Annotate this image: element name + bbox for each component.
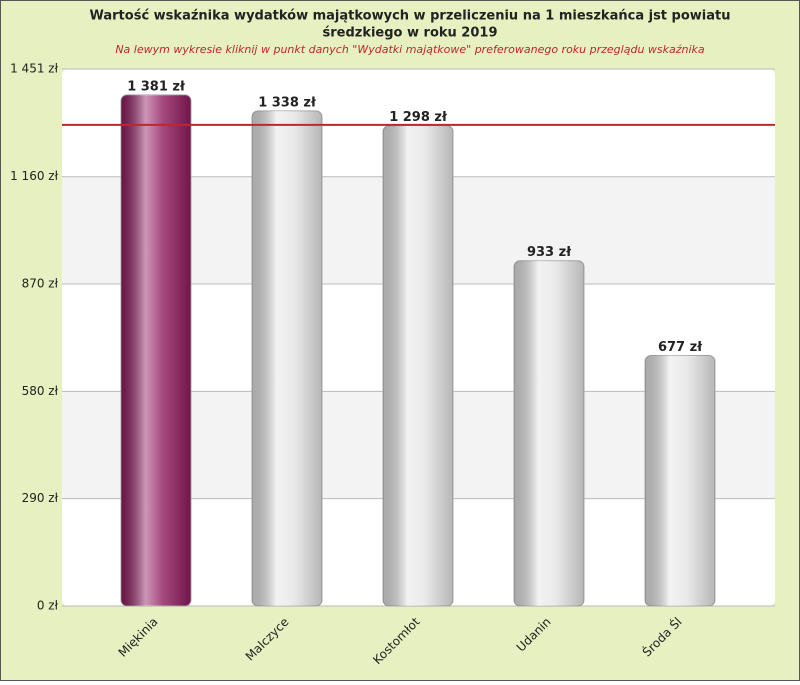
bar-shine <box>383 125 453 606</box>
value-label: 1 381 zł <box>127 79 186 94</box>
y-tick-label: 870 zł <box>22 277 59 291</box>
chart-title: średzkiego w roku 2019 <box>322 26 497 41</box>
chart-subtitle: Na lewym wykresie kliknij w punkt danych… <box>115 43 705 56</box>
value-label: 933 zł <box>527 245 572 260</box>
y-tick-label: 1 451 zł <box>10 62 58 76</box>
y-tick-label: 580 zł <box>22 384 59 398</box>
bar-shine <box>645 355 715 606</box>
bar-shine <box>514 260 584 606</box>
chart-title: Wartość wskaźnika wydatków majątkowych w… <box>90 9 731 24</box>
bar-shine <box>121 94 191 606</box>
value-label: 1 338 zł <box>258 95 317 110</box>
y-tick-label: 0 zł <box>37 599 59 613</box>
y-tick-label: 290 zł <box>22 491 59 505</box>
bar-shine <box>252 110 322 606</box>
value-label: 677 zł <box>658 340 703 355</box>
y-tick-label: 1 160 zł <box>10 169 58 183</box>
value-label: 1 298 zł <box>389 110 448 125</box>
